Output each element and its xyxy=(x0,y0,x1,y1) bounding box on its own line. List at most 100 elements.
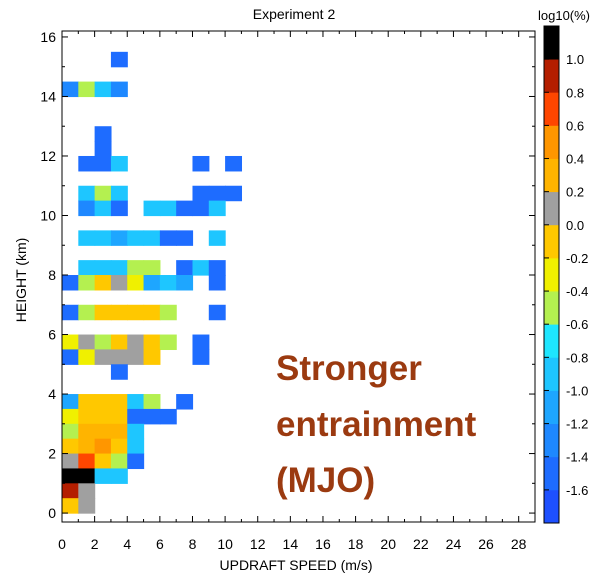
heatmap-cell xyxy=(144,394,161,409)
heatmap-cell xyxy=(62,305,79,320)
heatmap-cell xyxy=(144,409,161,424)
y-tick-label: 0 xyxy=(48,505,56,521)
colorbar-tick-label: -0.8 xyxy=(566,350,588,365)
colorbar-swatch xyxy=(544,291,559,325)
x-tick-label: 26 xyxy=(478,536,494,552)
colorbar-tick-label: 0.6 xyxy=(566,118,584,133)
y-tick-label: 4 xyxy=(48,386,56,402)
heatmap-cell xyxy=(111,82,128,97)
heatmap-cell xyxy=(78,275,95,290)
x-axis-label: UPDRAFT SPEED (m/s) xyxy=(220,557,373,573)
heatmap-cell xyxy=(62,394,79,409)
heatmap-cell xyxy=(192,186,209,201)
heatmap-cell xyxy=(111,439,128,454)
x-tick-label: 2 xyxy=(91,536,99,552)
chart-title: Experiment 2 xyxy=(253,6,336,22)
heatmap-cell xyxy=(62,82,79,97)
heatmap-cell xyxy=(127,409,144,424)
x-tick-label: 10 xyxy=(217,536,233,552)
heatmap-cell xyxy=(111,335,128,350)
heatmap-cell xyxy=(95,156,112,171)
heatmap-cell xyxy=(225,186,242,201)
heatmap-cell xyxy=(176,275,193,290)
x-tick-label: 6 xyxy=(156,536,164,552)
heatmap-cell xyxy=(111,186,128,201)
heatmap-cell xyxy=(111,156,128,171)
colorbar-swatch xyxy=(544,490,559,524)
colorbar-tick-label: 0.2 xyxy=(566,185,584,200)
heatmap-cell xyxy=(78,468,95,483)
heatmap-cell xyxy=(127,305,144,320)
colorbar-swatch xyxy=(544,357,559,391)
colorbar-swatch xyxy=(544,26,559,60)
colorbar-swatch xyxy=(544,390,559,424)
heatmap-cell xyxy=(225,156,242,171)
heatmap-cell xyxy=(62,275,79,290)
heatmap-cell xyxy=(95,394,112,409)
x-tick-label: 12 xyxy=(250,536,266,552)
heatmap-cell xyxy=(95,230,112,245)
heatmap-cells xyxy=(62,52,242,514)
heatmap-cell xyxy=(127,275,144,290)
heatmap-cell xyxy=(192,201,209,216)
heatmap-cell xyxy=(95,201,112,216)
colorbar-swatch xyxy=(544,92,559,126)
heatmap-cell xyxy=(95,82,112,97)
heatmap-cell xyxy=(95,439,112,454)
heatmap-cell xyxy=(78,439,95,454)
heatmap-cell xyxy=(160,275,177,290)
heatmap-cell xyxy=(78,483,95,498)
heatmap-cell xyxy=(62,424,79,439)
heatmap-cell xyxy=(111,454,128,469)
x-tick-label: 4 xyxy=(123,536,131,552)
colorbar-tick-label: 0.4 xyxy=(566,152,584,167)
colorbar-tick-label: -1.2 xyxy=(566,417,588,432)
heatmap-cell xyxy=(144,335,161,350)
colorbar-swatch xyxy=(544,324,559,358)
heatmap-cell xyxy=(160,201,177,216)
heatmap-cell xyxy=(144,275,161,290)
heatmap-cell xyxy=(144,260,161,275)
heatmap-cell xyxy=(95,454,112,469)
heatmap-cell xyxy=(62,335,79,350)
heatmap-cell xyxy=(111,409,128,424)
heatmap-cell xyxy=(78,498,95,513)
heatmap-cell xyxy=(111,260,128,275)
heatmap-cell xyxy=(95,305,112,320)
heatmap-cell xyxy=(78,82,95,97)
x-tick-label: 20 xyxy=(380,536,396,552)
heatmap-cell xyxy=(111,230,128,245)
heatmap-cell xyxy=(78,230,95,245)
heatmap-cell xyxy=(144,349,161,364)
heatmap-cell xyxy=(192,156,209,171)
heatmap-cell xyxy=(176,394,193,409)
heatmap-cell xyxy=(78,305,95,320)
heatmap-cell xyxy=(62,498,79,513)
heatmap-cell xyxy=(111,468,128,483)
heatmap-cell xyxy=(111,201,128,216)
heatmap-cell xyxy=(192,260,209,275)
y-axis-label: HEIGHT (km) xyxy=(13,238,29,323)
heatmap-cell xyxy=(78,454,95,469)
annotation-line-1: Stronger xyxy=(276,349,422,388)
heatmap-cell xyxy=(62,454,79,469)
y-tick-label: 10 xyxy=(40,207,56,223)
heatmap-cell xyxy=(127,424,144,439)
colorbar-swatch xyxy=(544,225,559,259)
colorbar-tick-label: -1.0 xyxy=(566,383,588,398)
colorbar-swatch xyxy=(544,258,559,292)
heatmap-cell xyxy=(111,349,128,364)
heatmap-cell xyxy=(209,230,226,245)
heatmap-cell xyxy=(209,186,226,201)
heatmap-cell xyxy=(78,186,95,201)
colorbar-swatch xyxy=(544,192,559,226)
heatmap-cell xyxy=(192,349,209,364)
colorbar-tick-label: 0.0 xyxy=(566,218,584,233)
colorbar-label: log10(%) xyxy=(538,8,590,23)
x-tick-label: 22 xyxy=(413,536,429,552)
heatmap-cell xyxy=(176,201,193,216)
heatmap-cell xyxy=(127,335,144,350)
heatmap-cell xyxy=(127,260,144,275)
heatmap-cell xyxy=(209,305,226,320)
heatmap-cell xyxy=(78,260,95,275)
